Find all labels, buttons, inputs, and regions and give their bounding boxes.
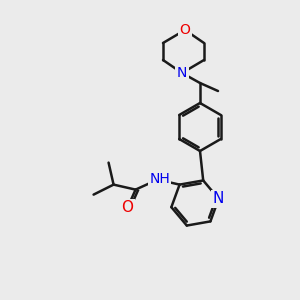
Text: N: N: [213, 191, 224, 206]
Text: O: O: [180, 23, 190, 37]
Text: O: O: [122, 200, 134, 215]
Text: N: N: [177, 66, 187, 80]
Text: NH: NH: [149, 172, 170, 186]
